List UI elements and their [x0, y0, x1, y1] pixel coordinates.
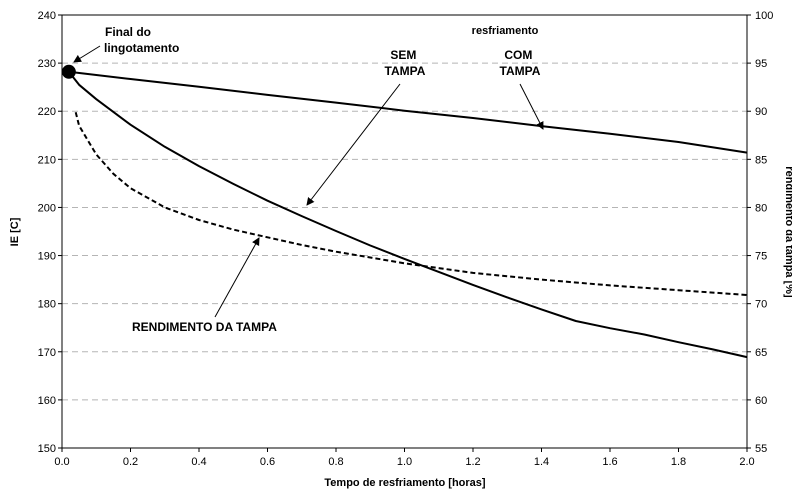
annotation-final-line-2: lingotamento: [104, 41, 179, 55]
annotation-com-line-1: COM: [504, 48, 532, 62]
y-left-tick-label-240: 240: [38, 10, 56, 22]
y-left-tick-label-160: 160: [38, 395, 56, 407]
y-left-tick-labels: 150 160 170 180 190 200 210 220 230 240: [38, 10, 62, 455]
chart-title: resfriamento: [472, 25, 539, 37]
x-tick-label-0.2: 0.2: [123, 456, 138, 468]
y-left-tick-label-150: 150: [38, 443, 56, 455]
annotation-sem-line-2: TAMPA: [385, 64, 426, 78]
y-left-tick-label-170: 170: [38, 347, 56, 359]
x-tick-label-1.0: 1.0: [397, 456, 412, 468]
y-right-tick-label-75: 75: [755, 251, 767, 263]
y-right-tick-label-70: 70: [755, 299, 767, 311]
y-right-tick-label-90: 90: [755, 106, 767, 118]
annotation-final-line-1: Final do: [105, 25, 151, 39]
y-left-tick-label-180: 180: [38, 299, 56, 311]
y-right-tick-label-95: 95: [755, 58, 767, 70]
x-tick-label-0.6: 0.6: [260, 456, 275, 468]
annotation-sem-line-1: SEM: [390, 48, 416, 62]
plot-area-frame: [61, 14, 748, 449]
series-line-com-tampa: [68, 70, 748, 154]
x-tick-label-1.6: 1.6: [602, 456, 617, 468]
y-left-tick-label-210: 210: [38, 154, 56, 166]
x-tick-label-0.0: 0.0: [54, 456, 69, 468]
annotation-sem-tampa: SEM TAMPA: [385, 48, 426, 78]
y-right-axis-label: rendimento da tampa [%]: [783, 166, 792, 298]
y-right-tick-label-65: 65: [755, 347, 767, 359]
annotation-com-tampa: COM TAMPA: [500, 48, 541, 78]
series-layer: [68, 70, 748, 359]
annotation-rendimento: RENDIMENTO DA TAMPA: [132, 320, 277, 334]
y-left-tick-label-200: 200: [38, 202, 56, 214]
arrow-final-lingotamento: [73, 45, 101, 63]
y-left-tick-label-220: 220: [38, 106, 56, 118]
annotation-com-line-2: TAMPA: [500, 64, 541, 78]
x-axis-label: Tempo de resfriamento [horas]: [324, 477, 485, 489]
y-left-axis-label: IE [C]: [9, 217, 21, 246]
y-right-tick-label-85: 85: [755, 154, 767, 166]
arrow-sem-tampa: [306, 83, 401, 206]
y-left-tick-label-230: 230: [38, 58, 56, 70]
x-tick-label-1.8: 1.8: [671, 456, 686, 468]
arrow-rendimento: [214, 237, 260, 318]
gridlines: [62, 62, 747, 401]
y-right-tick-label-60: 60: [755, 395, 767, 407]
y-right-tick-label-100: 100: [755, 10, 773, 22]
y-left-tick-label-190: 190: [38, 251, 56, 263]
annotation-final-lingotamento: Final do lingotamento: [104, 25, 179, 55]
x-tick-labels: 0.0 0.2 0.4 0.6 0.8 1.0 1.2 1.4 1.6 1.8 2.0: [54, 448, 755, 468]
series-line-sem-tampa: [68, 71, 748, 359]
x-tick-label-1.2: 1.2: [465, 456, 480, 468]
x-tick-label-0.8: 0.8: [328, 456, 343, 468]
x-tick-label-2.0: 2.0: [739, 456, 754, 468]
final-lingotamento-marker: [61, 64, 76, 79]
x-tick-label-1.4: 1.4: [534, 456, 549, 468]
series-line-rendimento-da-tampa: [74, 111, 748, 296]
y-right-tick-labels: 55 60 65 70 75 80 85 90 95 100: [747, 10, 773, 455]
arrow-com-tampa: [519, 83, 544, 130]
x-tick-label-0.4: 0.4: [191, 456, 206, 468]
y-right-tick-label-55: 55: [755, 443, 767, 455]
y-right-tick-label-80: 80: [755, 202, 767, 214]
